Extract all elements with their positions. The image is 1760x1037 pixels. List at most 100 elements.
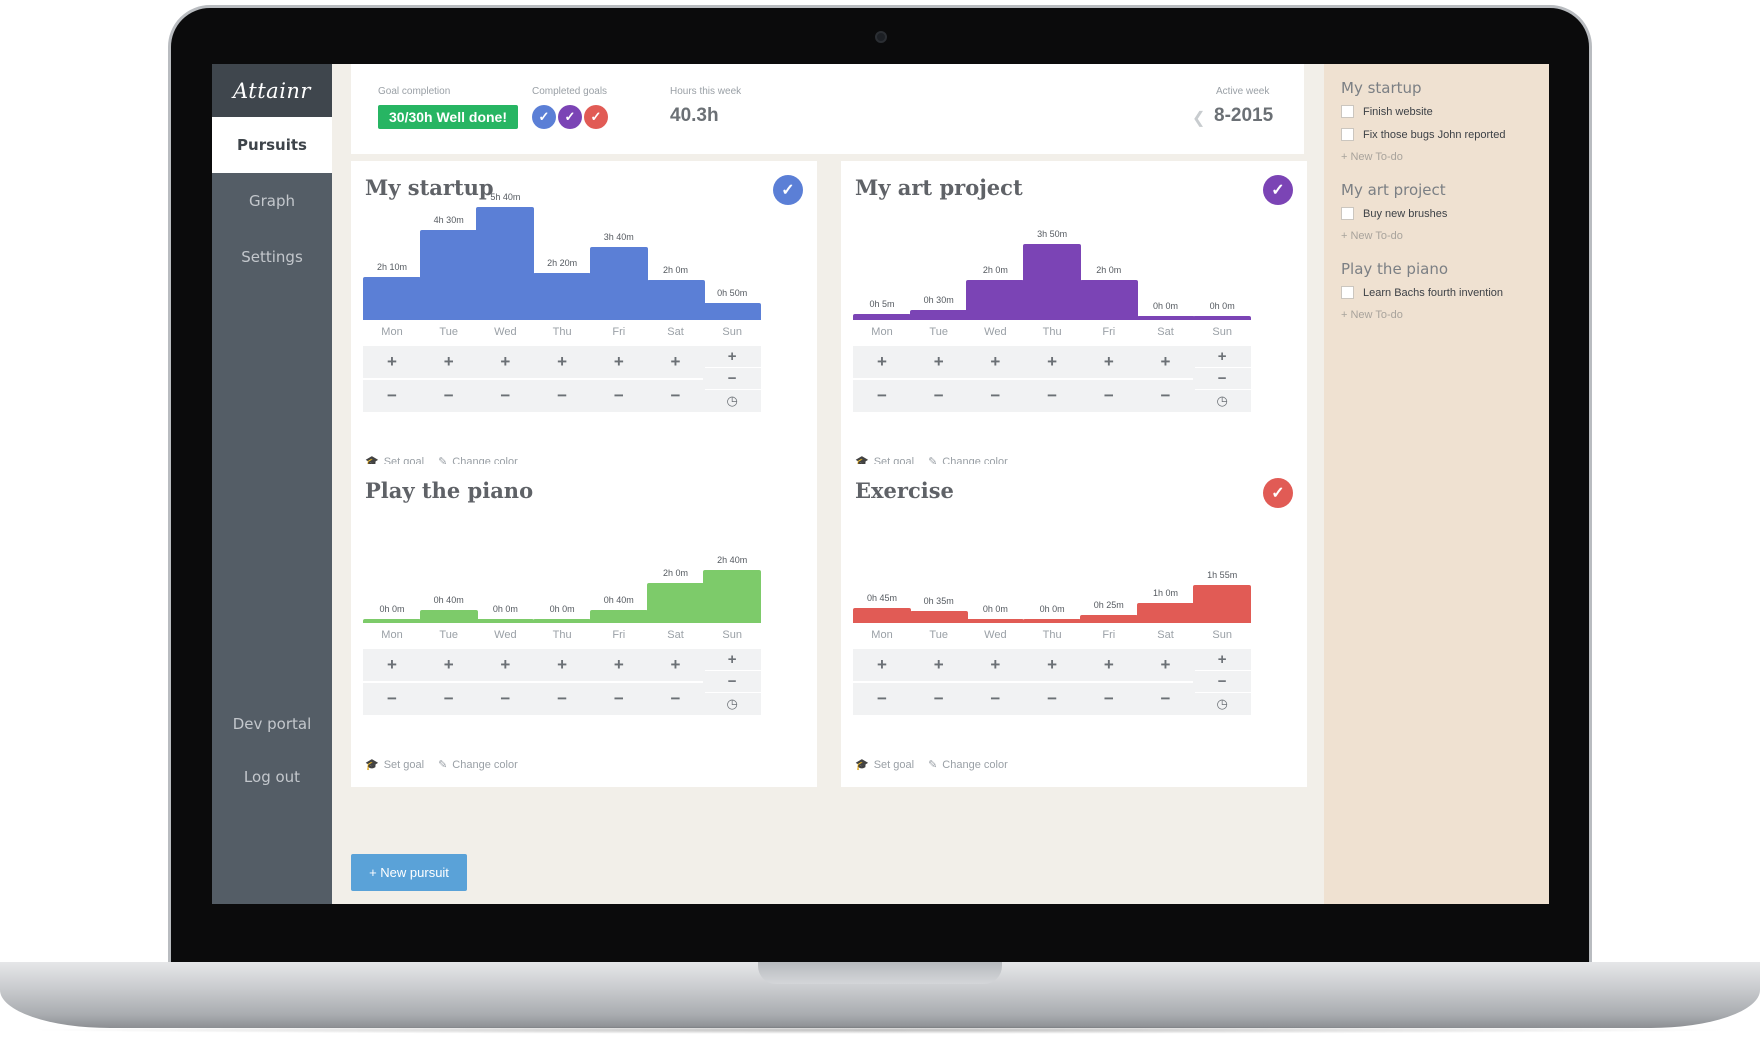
add-time-button[interactable]: + bbox=[419, 649, 478, 681]
bar-value-label: 0h 50m bbox=[717, 288, 748, 299]
add-time-button[interactable]: + bbox=[1193, 649, 1252, 670]
timer-icon[interactable]: ◷ bbox=[703, 390, 762, 412]
day-column: 0h 50m Sun + − ◷ bbox=[703, 161, 762, 461]
add-time-button[interactable]: + bbox=[646, 346, 705, 378]
add-time-button[interactable]: + bbox=[1136, 346, 1195, 378]
add-time-button[interactable]: + bbox=[363, 649, 421, 681]
add-time-button[interactable]: + bbox=[853, 649, 911, 681]
todo-checkbox[interactable] bbox=[1341, 105, 1354, 118]
remove-time-button[interactable]: − bbox=[1023, 683, 1082, 715]
remove-time-button[interactable]: − bbox=[419, 380, 478, 412]
add-time-button[interactable]: + bbox=[1023, 649, 1082, 681]
bar-value-label: 2h 0m bbox=[982, 265, 1008, 276]
timer-icon[interactable]: ◷ bbox=[1193, 390, 1252, 412]
remove-time-button[interactable]: − bbox=[1023, 380, 1082, 412]
add-time-button[interactable]: + bbox=[966, 346, 1025, 378]
add-time-button[interactable]: + bbox=[533, 346, 592, 378]
remove-time-button[interactable]: − bbox=[533, 683, 592, 715]
remove-time-button[interactable]: − bbox=[853, 683, 911, 715]
chevron-left-icon[interactable]: ❮ bbox=[1192, 110, 1206, 127]
day-label: Sun bbox=[1212, 326, 1232, 338]
nav-item-pursuits[interactable]: Pursuits bbox=[212, 117, 332, 173]
time-bar bbox=[1023, 243, 1082, 320]
remove-time-button[interactable]: − bbox=[909, 683, 968, 715]
new-todo-link[interactable]: + New To-do bbox=[1341, 309, 1403, 321]
new-todo-link[interactable]: + New To-do bbox=[1341, 230, 1403, 242]
app-logo[interactable]: Attainr bbox=[212, 64, 332, 117]
add-time-button[interactable]: + bbox=[853, 346, 911, 378]
pursuit-title[interactable]: My art project bbox=[855, 175, 1023, 200]
remove-time-button[interactable]: − bbox=[853, 380, 911, 412]
pursuit-title[interactable]: My startup bbox=[365, 175, 494, 200]
todo-item[interactable]: Fix those bugs John reported bbox=[1341, 128, 1549, 141]
todo-item[interactable]: Finish website bbox=[1341, 105, 1549, 118]
add-time-button[interactable]: + bbox=[476, 346, 535, 378]
new-pursuit-button[interactable]: + New pursuit bbox=[351, 854, 467, 891]
remove-time-button[interactable]: − bbox=[966, 380, 1025, 412]
remove-time-button[interactable]: − bbox=[1193, 368, 1252, 389]
todo-item-label: Learn Bachs fourth invention bbox=[1363, 286, 1504, 299]
add-time-button[interactable]: + bbox=[703, 649, 762, 670]
add-time-button[interactable]: + bbox=[476, 649, 535, 681]
completed-goal-check-icon: ✓ bbox=[558, 105, 582, 129]
remove-time-button[interactable]: − bbox=[1136, 683, 1195, 715]
remove-time-button[interactable]: − bbox=[909, 380, 968, 412]
remove-time-button[interactable]: − bbox=[646, 380, 705, 412]
add-time-button[interactable]: + bbox=[646, 649, 705, 681]
set-goal-link[interactable]: 🎓 Set goal bbox=[855, 758, 914, 772]
timer-icon[interactable]: ◷ bbox=[703, 693, 762, 715]
add-time-button[interactable]: + bbox=[533, 649, 592, 681]
set-goal-link[interactable]: 🎓 Set goal bbox=[365, 758, 424, 772]
add-time-button[interactable]: + bbox=[909, 346, 968, 378]
todo-checkbox[interactable] bbox=[1341, 128, 1354, 141]
remove-time-button[interactable]: − bbox=[533, 380, 592, 412]
nav-item-log-out[interactable]: Log out bbox=[243, 768, 301, 786]
add-time-button[interactable]: + bbox=[909, 649, 968, 681]
nav-item-graph[interactable]: Graph bbox=[248, 192, 295, 210]
day-label: Sat bbox=[667, 629, 684, 641]
add-time-button[interactable]: + bbox=[1136, 649, 1195, 681]
pursuit-title[interactable]: Exercise bbox=[855, 478, 954, 503]
remove-time-button[interactable]: − bbox=[646, 683, 705, 715]
add-time-button[interactable]: + bbox=[1079, 649, 1138, 681]
pursuit-title[interactable]: Play the piano bbox=[365, 478, 534, 503]
remove-time-button[interactable]: − bbox=[1079, 683, 1138, 715]
day-column: 0h 0m Wed + − bbox=[476, 464, 535, 764]
add-time-button[interactable]: + bbox=[589, 346, 648, 378]
remove-time-button[interactable]: − bbox=[1136, 380, 1195, 412]
timer-icon[interactable]: ◷ bbox=[1193, 693, 1252, 715]
remove-time-button[interactable]: − bbox=[476, 380, 535, 412]
remove-time-button[interactable]: − bbox=[363, 683, 421, 715]
remove-time-button[interactable]: − bbox=[703, 368, 762, 389]
bar-value-label: 2h 0m bbox=[1096, 265, 1122, 276]
nav-item-settings[interactable]: Settings bbox=[241, 248, 303, 266]
time-bar bbox=[909, 611, 968, 623]
todo-item[interactable]: Buy new brushes bbox=[1341, 207, 1549, 220]
remove-time-button[interactable]: − bbox=[419, 683, 478, 715]
add-time-button[interactable]: + bbox=[363, 346, 421, 378]
change-color-link[interactable]: ✎ Change color bbox=[438, 758, 518, 772]
bar-value-label: 1h 55m bbox=[1207, 569, 1238, 580]
nav-item-dev-portal[interactable]: Dev portal bbox=[232, 715, 312, 733]
add-time-button[interactable]: + bbox=[589, 649, 648, 681]
remove-time-button[interactable]: − bbox=[966, 683, 1025, 715]
todo-checkbox[interactable] bbox=[1341, 207, 1354, 220]
change-color-link[interactable]: ✎ Change color bbox=[928, 758, 1008, 772]
add-time-button[interactable]: + bbox=[1193, 346, 1252, 367]
add-time-button[interactable]: + bbox=[966, 649, 1025, 681]
add-time-button[interactable]: + bbox=[419, 346, 478, 378]
todo-item[interactable]: Learn Bachs fourth invention bbox=[1341, 286, 1549, 299]
day-column: 1h 0m Sat + − bbox=[1136, 464, 1195, 764]
remove-time-button[interactable]: − bbox=[363, 380, 421, 412]
remove-time-button[interactable]: − bbox=[589, 683, 648, 715]
remove-time-button[interactable]: − bbox=[476, 683, 535, 715]
remove-time-button[interactable]: − bbox=[589, 380, 648, 412]
new-todo-link[interactable]: + New To-do bbox=[1341, 151, 1403, 163]
add-time-button[interactable]: + bbox=[1023, 346, 1082, 378]
todo-checkbox[interactable] bbox=[1341, 286, 1354, 299]
remove-time-button[interactable]: − bbox=[1079, 380, 1138, 412]
add-time-button[interactable]: + bbox=[1079, 346, 1138, 378]
remove-time-button[interactable]: − bbox=[1193, 671, 1252, 692]
add-time-button[interactable]: + bbox=[703, 346, 762, 367]
remove-time-button[interactable]: − bbox=[703, 671, 762, 692]
